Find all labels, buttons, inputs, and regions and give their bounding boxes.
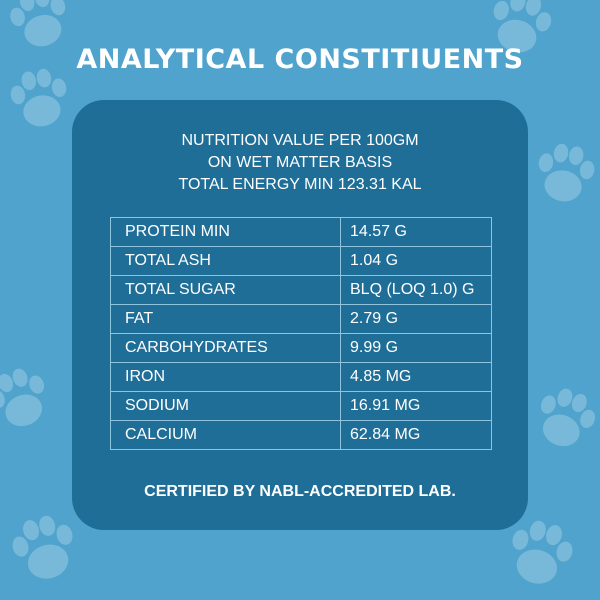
table-row: TOTAL SUGAR BLQ (LOQ 1.0) G — [110, 275, 492, 305]
table-row: CALCIUM 62.84 MG — [110, 420, 492, 450]
page-title: ANALYTICAL CONSTITIUENTS — [76, 44, 524, 75]
table-row: FAT 2.79 G — [110, 304, 492, 334]
paw-print-icon — [0, 361, 56, 435]
nutrient-value: BLQ (LOQ 1.0) G — [340, 275, 492, 305]
paw-print-icon — [532, 140, 598, 206]
table-row: SODIUM 16.91 MG — [110, 391, 492, 421]
nutrient-value: 4.85 MG — [340, 362, 492, 392]
intro-line-1: NUTRITION VALUE PER 100GM — [181, 132, 419, 149]
table-row: PROTEIN MIN 14.57 G — [110, 217, 492, 247]
table-row: TOTAL ASH 1.04 G — [110, 246, 492, 276]
paw-print-icon — [7, 65, 73, 131]
nutrient-value: 9.99 G — [340, 333, 492, 363]
table-row: CARBOHYDRATES 9.99 G — [110, 333, 492, 363]
nutrient-name: SODIUM — [110, 391, 341, 421]
nutrient-value: 62.84 MG — [340, 420, 492, 450]
nutrient-value: 14.57 G — [340, 217, 492, 247]
nutrient-name: TOTAL SUGAR — [110, 275, 341, 305]
paw-print-icon — [502, 515, 579, 591]
intro-line-3: TOTAL ENERGY MIN 123.31 KAL — [178, 176, 422, 193]
nutrient-name: IRON — [110, 362, 341, 392]
nutrition-intro: NUTRITION VALUE PER 100GM ON WET MATTER … — [72, 130, 528, 196]
nutrient-value: 1.04 G — [340, 246, 492, 276]
nutrient-value: 2.79 G — [340, 304, 492, 334]
paw-print-icon — [6, 510, 83, 586]
paw-print-icon — [529, 381, 600, 455]
certification-note: CERTIFIED BY NABL-ACCREDITED LAB. — [144, 483, 456, 500]
table-row: IRON 4.85 MG — [110, 362, 492, 392]
intro-line-2: ON WET MATTER BASIS — [207, 154, 393, 171]
nutrient-name: CARBOHYDRATES — [110, 333, 341, 363]
nutrition-table: PROTEIN MIN 14.57 G TOTAL ASH 1.04 G TOT… — [110, 217, 492, 450]
nutrition-card: NUTRITION VALUE PER 100GM ON WET MATTER … — [72, 100, 528, 530]
nutrient-value: 16.91 MG — [340, 391, 492, 421]
nutrient-name: PROTEIN MIN — [110, 217, 341, 247]
nutrient-name: TOTAL ASH — [110, 246, 341, 276]
nutrient-name: FAT — [110, 304, 341, 334]
nutrient-name: CALCIUM — [110, 420, 341, 450]
